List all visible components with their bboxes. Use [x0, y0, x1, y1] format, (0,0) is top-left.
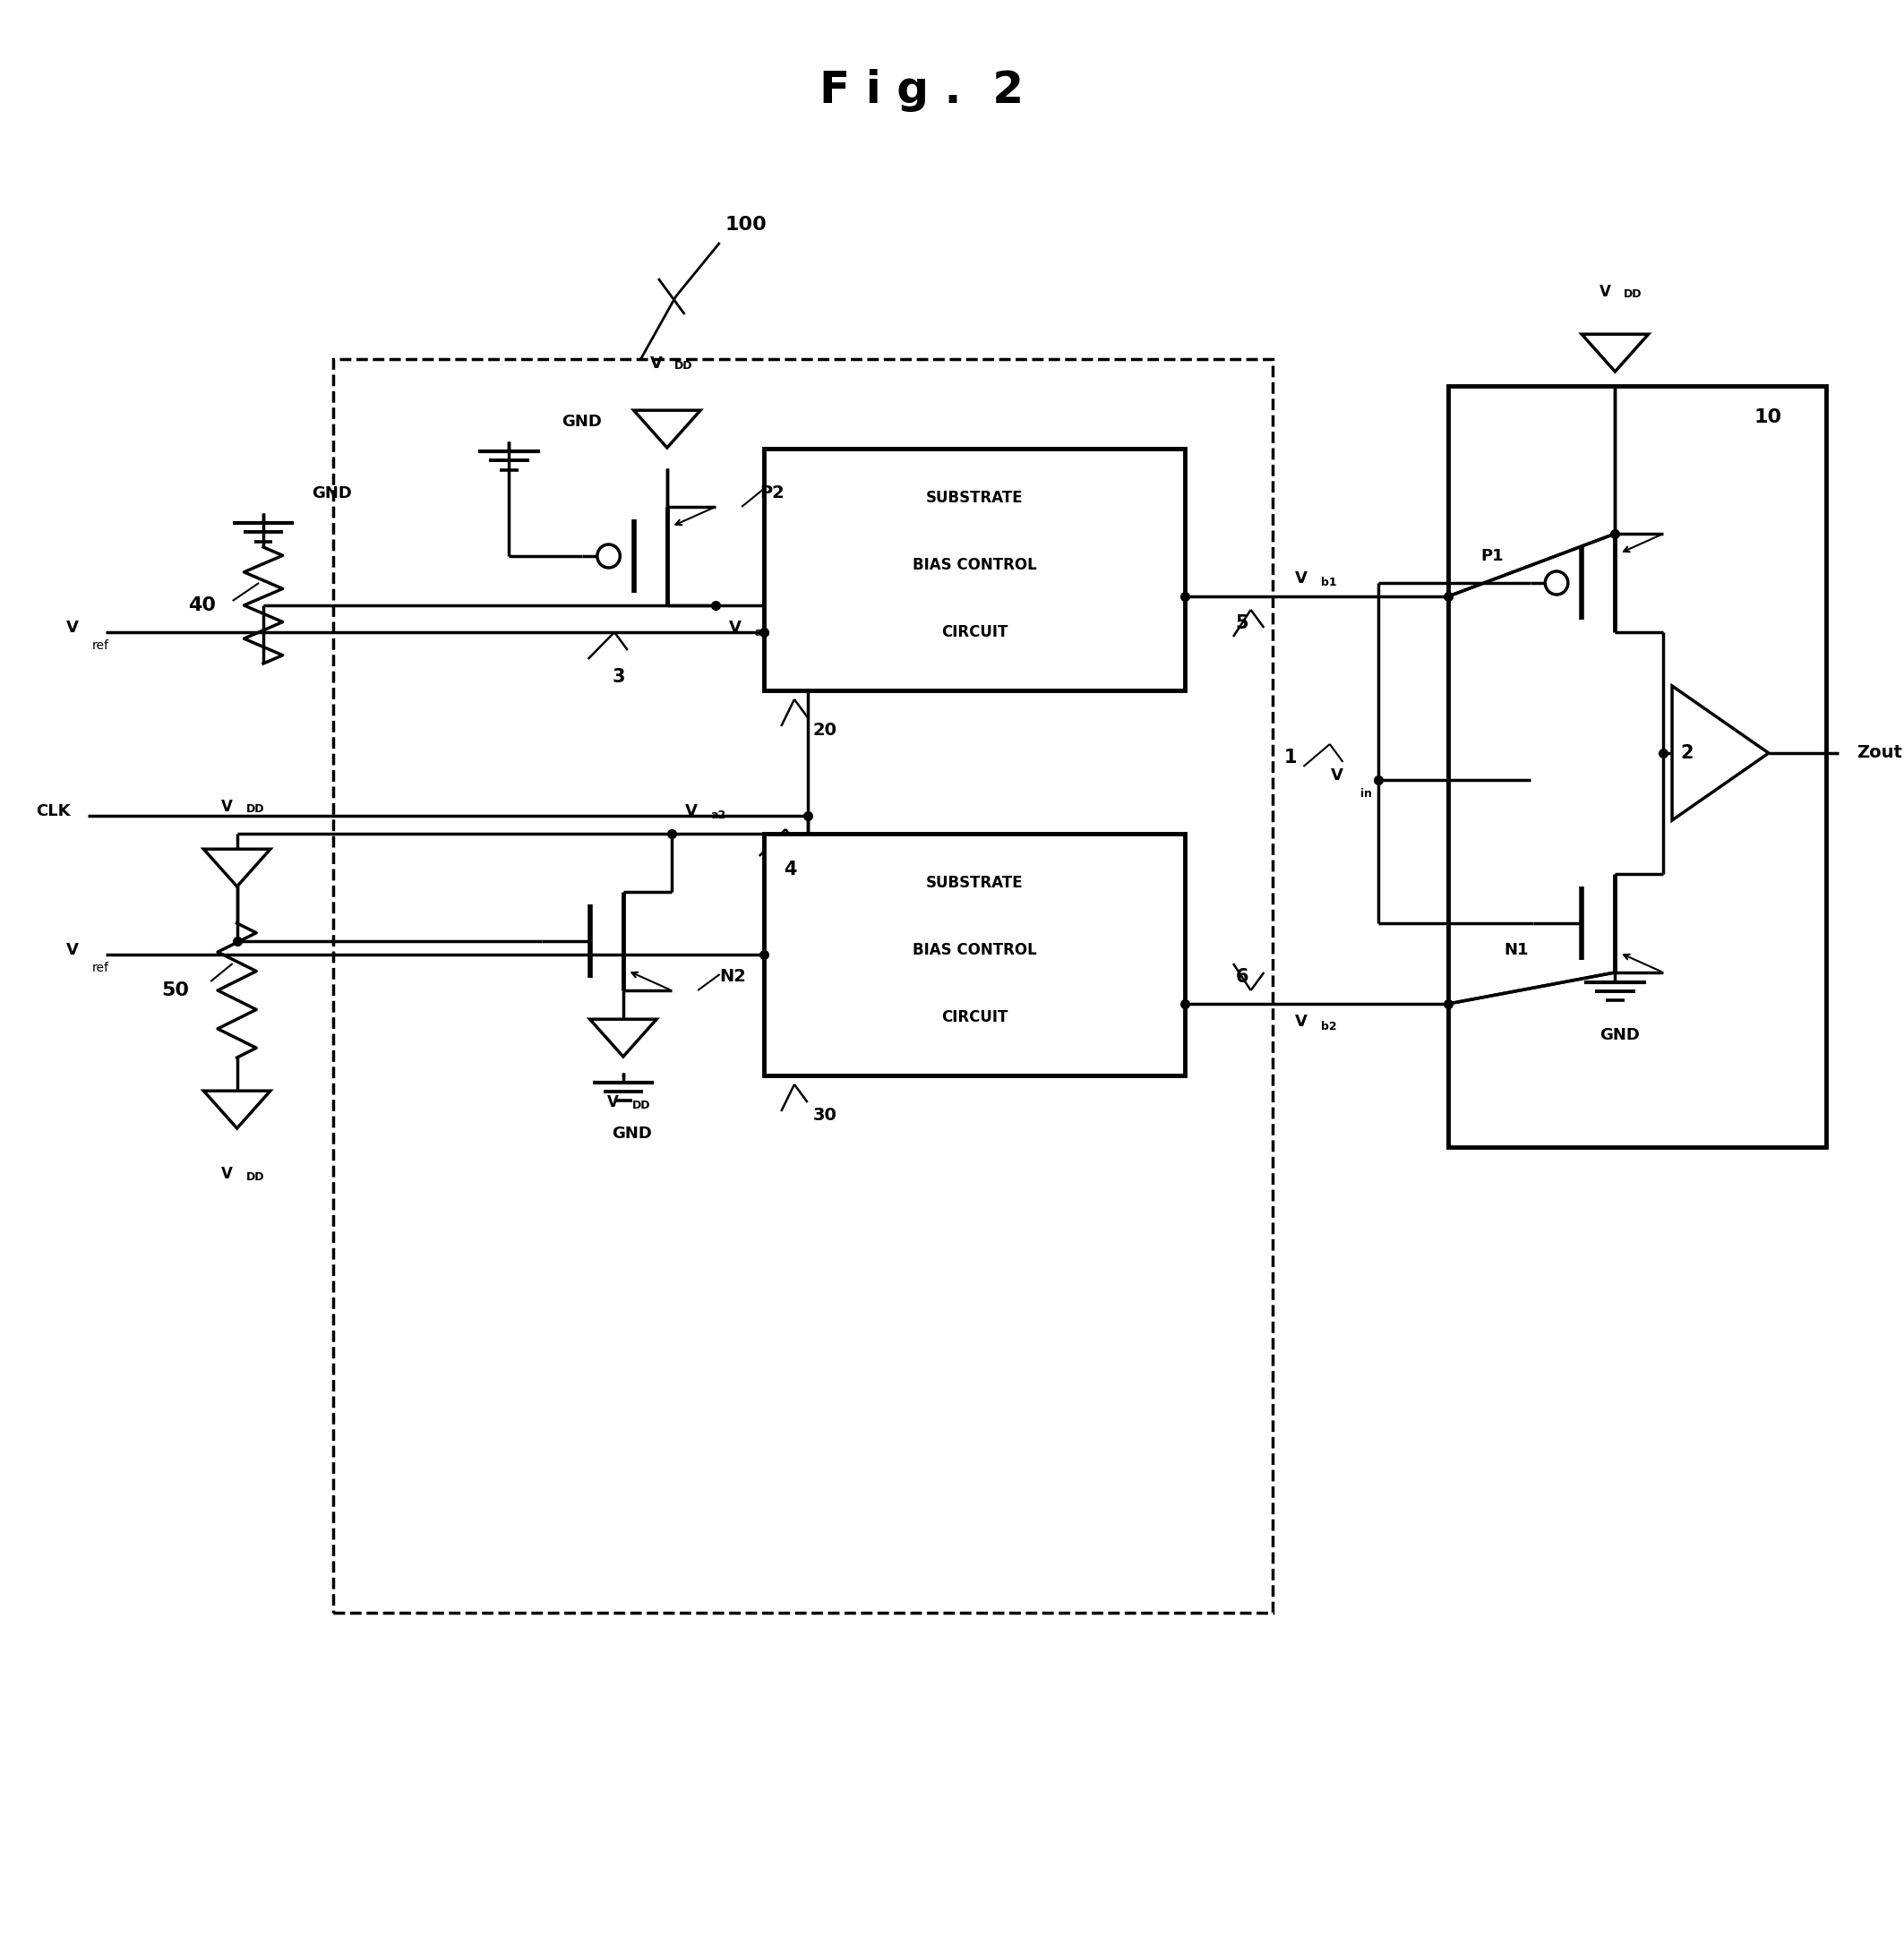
- Text: SUBSTRATE: SUBSTRATE: [925, 875, 1022, 891]
- Text: GND: GND: [312, 486, 352, 502]
- Text: 10: 10: [1754, 408, 1782, 426]
- Polygon shape: [1582, 334, 1649, 371]
- Text: 20: 20: [813, 723, 838, 738]
- Text: 6: 6: [1236, 969, 1249, 986]
- Text: DD: DD: [246, 1170, 265, 1182]
- Text: V: V: [1295, 1014, 1306, 1029]
- Text: CLK: CLK: [36, 803, 70, 820]
- Text: V: V: [607, 1094, 619, 1111]
- Text: BIAS CONTROL: BIAS CONTROL: [912, 941, 1036, 959]
- Text: P1: P1: [1481, 549, 1504, 564]
- Text: V: V: [1331, 768, 1342, 783]
- Bar: [1449, 387, 1826, 1146]
- Text: V: V: [221, 799, 232, 814]
- Polygon shape: [634, 410, 701, 447]
- Text: V: V: [67, 941, 78, 959]
- Text: DD: DD: [246, 805, 265, 814]
- Bar: [764, 449, 1184, 691]
- Text: SUBSTRATE: SUBSTRATE: [925, 490, 1022, 506]
- Text: DD: DD: [674, 361, 693, 373]
- Text: GND: GND: [1599, 1027, 1639, 1043]
- Text: ref: ref: [91, 961, 109, 975]
- Text: V: V: [729, 619, 741, 637]
- Text: ref: ref: [91, 639, 109, 652]
- Text: GND: GND: [611, 1125, 651, 1143]
- Text: 2: 2: [1681, 744, 1695, 762]
- Text: DD: DD: [1624, 289, 1641, 301]
- Text: V: V: [651, 355, 663, 371]
- Text: V: V: [1599, 283, 1611, 301]
- Text: in: in: [1361, 787, 1373, 799]
- Text: V: V: [221, 1166, 232, 1182]
- Text: DD: DD: [632, 1100, 651, 1111]
- Text: a1: a1: [754, 627, 771, 639]
- Text: CIRCUIT: CIRCUIT: [941, 1010, 1007, 1025]
- Polygon shape: [204, 1092, 270, 1129]
- Bar: [764, 834, 1184, 1076]
- Text: BIAS CONTROL: BIAS CONTROL: [912, 557, 1036, 572]
- Polygon shape: [590, 1019, 657, 1057]
- Text: V: V: [685, 803, 697, 820]
- Text: V: V: [67, 619, 78, 637]
- Text: b1: b1: [1321, 578, 1337, 588]
- Text: 3: 3: [613, 668, 625, 686]
- Text: CIRCUIT: CIRCUIT: [941, 625, 1007, 641]
- Text: Zout: Zout: [1856, 744, 1902, 762]
- Text: b2: b2: [1321, 1019, 1337, 1031]
- Text: 5: 5: [1236, 615, 1249, 633]
- Text: N2: N2: [720, 969, 746, 986]
- Text: a2: a2: [710, 810, 727, 822]
- Text: P2: P2: [760, 484, 784, 502]
- Text: 40: 40: [188, 596, 215, 615]
- Text: 4: 4: [783, 861, 796, 879]
- Text: 50: 50: [162, 982, 188, 1000]
- Polygon shape: [204, 850, 270, 887]
- Text: F i g .  2: F i g . 2: [819, 68, 1024, 111]
- Text: 1: 1: [1283, 748, 1297, 766]
- Text: N1: N1: [1504, 941, 1529, 959]
- Text: 30: 30: [813, 1107, 838, 1125]
- Text: GND: GND: [562, 414, 602, 430]
- Text: 100: 100: [725, 215, 767, 234]
- Text: V: V: [1295, 570, 1306, 586]
- Bar: [333, 359, 1272, 1613]
